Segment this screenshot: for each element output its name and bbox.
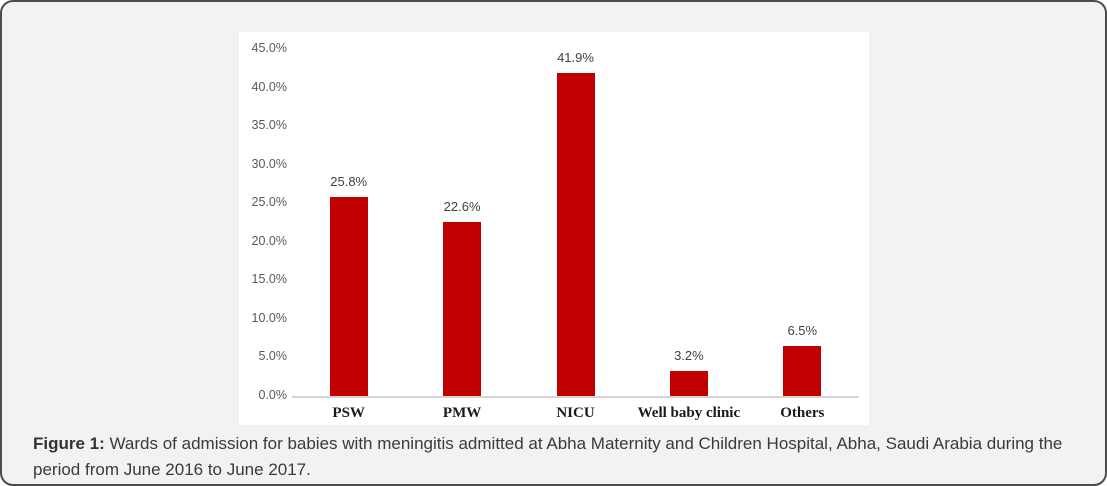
y-axis-tick-label: 20.0% bbox=[251, 233, 287, 248]
figure-caption: Figure 1: Wards of admission for babies … bbox=[33, 431, 1081, 483]
x-axis-category-label: Well baby clinic bbox=[637, 405, 741, 421]
x-axis-category-label: NICU bbox=[556, 405, 595, 421]
bar-psw bbox=[329, 197, 368, 396]
bar-value-label: 3.2% bbox=[674, 348, 704, 364]
y-axis-tick-label: 40.0% bbox=[251, 79, 287, 94]
y-axis-tick-label: 30.0% bbox=[251, 156, 287, 171]
bar-value-label: 6.5% bbox=[787, 322, 818, 338]
x-axis-category-label: PMW bbox=[442, 405, 482, 421]
x-axis-category-label: Others bbox=[780, 405, 825, 421]
bar-value-label: 41.9% bbox=[557, 49, 594, 65]
chart-panel: 45.0% 40.0% 35.0% 30.0% 25.0% 20.0% 15.0% 10.0%… bbox=[239, 32, 869, 425]
bar-nicu bbox=[556, 72, 595, 396]
y-axis-tick-label: 10.0% bbox=[251, 310, 287, 325]
y-axis-tick-label: 25.0% bbox=[251, 195, 287, 210]
bar-others bbox=[783, 345, 822, 396]
y-axis-tick-label: 35.0% bbox=[251, 118, 287, 133]
y-axis-tick-label: 0.0% bbox=[258, 388, 288, 402]
bar-pmw bbox=[443, 221, 482, 396]
bar-value-label: 25.8% bbox=[330, 174, 368, 190]
x-axis-category-label: PSW bbox=[332, 405, 365, 421]
y-axis-tick-label: 45.0% bbox=[251, 41, 287, 55]
y-axis-tick-label: 5.0% bbox=[258, 349, 288, 364]
figure-caption-text: Wards of admission for babies with menin… bbox=[33, 434, 1063, 479]
figure-caption-label: Figure 1: bbox=[33, 434, 105, 453]
bar-value-label: 22.6% bbox=[443, 198, 481, 214]
y-axis-tick-label: 15.0% bbox=[251, 272, 287, 287]
x-axis-line bbox=[292, 396, 859, 398]
bar-well-baby-clinic bbox=[669, 371, 708, 396]
